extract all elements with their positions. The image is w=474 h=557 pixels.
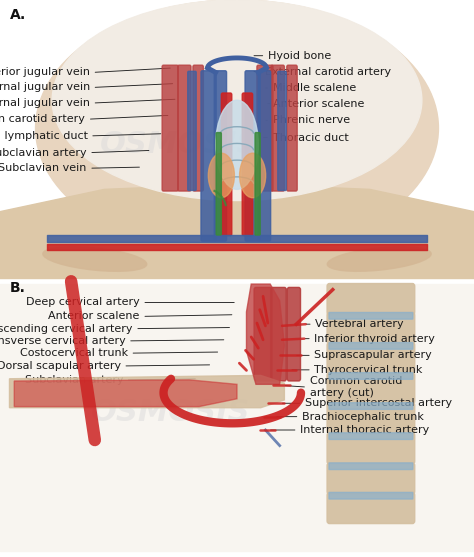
FancyBboxPatch shape bbox=[327, 463, 415, 494]
Ellipse shape bbox=[52, 0, 422, 201]
FancyBboxPatch shape bbox=[327, 492, 415, 524]
FancyBboxPatch shape bbox=[278, 71, 286, 190]
FancyBboxPatch shape bbox=[178, 65, 191, 191]
Text: Subclavian vein: Subclavian vein bbox=[0, 163, 87, 173]
Ellipse shape bbox=[327, 247, 431, 271]
Text: Inferior thyroid artery: Inferior thyroid artery bbox=[314, 334, 435, 344]
FancyBboxPatch shape bbox=[327, 312, 415, 344]
Text: Subclavian artery: Subclavian artery bbox=[0, 148, 87, 158]
FancyBboxPatch shape bbox=[255, 133, 260, 235]
FancyBboxPatch shape bbox=[327, 403, 415, 434]
FancyBboxPatch shape bbox=[327, 433, 415, 464]
Text: Anterior scalene: Anterior scalene bbox=[48, 311, 140, 321]
Text: Dorsal scapular artery: Dorsal scapular artery bbox=[0, 361, 121, 371]
FancyBboxPatch shape bbox=[329, 312, 413, 319]
FancyBboxPatch shape bbox=[327, 343, 415, 374]
Text: Brachiocephalic trunk: Brachiocephalic trunk bbox=[302, 412, 424, 422]
Text: Thyrocervical trunk: Thyrocervical trunk bbox=[314, 365, 423, 375]
FancyBboxPatch shape bbox=[242, 93, 253, 236]
FancyBboxPatch shape bbox=[188, 71, 196, 190]
FancyBboxPatch shape bbox=[254, 287, 272, 381]
FancyBboxPatch shape bbox=[258, 71, 271, 241]
FancyBboxPatch shape bbox=[245, 71, 260, 241]
Text: Subclavian artery: Subclavian artery bbox=[25, 375, 123, 385]
Text: Hyoid bone: Hyoid bone bbox=[268, 51, 331, 61]
FancyBboxPatch shape bbox=[329, 492, 413, 499]
Ellipse shape bbox=[216, 100, 258, 189]
Polygon shape bbox=[0, 184, 474, 278]
Text: Thoracic duct: Thoracic duct bbox=[273, 133, 348, 143]
FancyBboxPatch shape bbox=[287, 287, 301, 381]
Text: R. lymphatic duct: R. lymphatic duct bbox=[0, 131, 88, 141]
Text: OSMOSIS: OSMOSIS bbox=[91, 398, 250, 427]
Text: Vertebral artery: Vertebral artery bbox=[315, 319, 404, 329]
FancyBboxPatch shape bbox=[257, 65, 273, 191]
FancyBboxPatch shape bbox=[193, 65, 203, 191]
Ellipse shape bbox=[240, 153, 265, 198]
FancyBboxPatch shape bbox=[271, 287, 286, 381]
Text: Ascending cervical artery: Ascending cervical artery bbox=[0, 324, 133, 334]
Text: External jugular vein: External jugular vein bbox=[0, 82, 90, 92]
FancyBboxPatch shape bbox=[162, 65, 178, 191]
FancyBboxPatch shape bbox=[271, 65, 284, 191]
Text: Internal jugular vein: Internal jugular vein bbox=[0, 98, 90, 108]
Text: Common carotid artery: Common carotid artery bbox=[0, 114, 85, 124]
FancyBboxPatch shape bbox=[0, 284, 474, 551]
FancyBboxPatch shape bbox=[221, 93, 232, 236]
FancyBboxPatch shape bbox=[327, 373, 415, 404]
FancyBboxPatch shape bbox=[329, 403, 413, 409]
FancyBboxPatch shape bbox=[327, 284, 415, 315]
Text: B.: B. bbox=[9, 281, 25, 295]
Text: Suprascapular artery: Suprascapular artery bbox=[314, 350, 432, 360]
Text: Costocervical trunk: Costocervical trunk bbox=[20, 348, 128, 358]
Text: Anterior scalene: Anterior scalene bbox=[273, 99, 364, 109]
Text: Middle scalene: Middle scalene bbox=[273, 83, 356, 93]
Ellipse shape bbox=[36, 0, 438, 256]
FancyBboxPatch shape bbox=[287, 65, 297, 191]
FancyBboxPatch shape bbox=[214, 71, 227, 241]
Text: Transverse cervical artery: Transverse cervical artery bbox=[0, 336, 126, 346]
FancyBboxPatch shape bbox=[329, 373, 413, 379]
Text: External carotid artery: External carotid artery bbox=[265, 67, 392, 77]
FancyBboxPatch shape bbox=[329, 463, 413, 470]
Ellipse shape bbox=[43, 247, 147, 271]
FancyBboxPatch shape bbox=[216, 133, 221, 235]
Text: A.: A. bbox=[9, 8, 26, 22]
Ellipse shape bbox=[209, 153, 234, 198]
Text: Deep cervical artery: Deep cervical artery bbox=[26, 297, 140, 307]
Polygon shape bbox=[14, 380, 237, 407]
Text: Phrenic nerve: Phrenic nerve bbox=[273, 115, 350, 125]
Text: Common carotid
artery (cut): Common carotid artery (cut) bbox=[310, 377, 402, 398]
Text: Superior intercostal artery: Superior intercostal artery bbox=[305, 398, 452, 408]
FancyBboxPatch shape bbox=[201, 71, 216, 241]
Polygon shape bbox=[246, 284, 284, 384]
FancyBboxPatch shape bbox=[329, 433, 413, 439]
Text: Internal thoracic artery: Internal thoracic artery bbox=[300, 425, 429, 435]
Text: Anterior jugular vein: Anterior jugular vein bbox=[0, 67, 90, 77]
Polygon shape bbox=[9, 375, 284, 408]
FancyBboxPatch shape bbox=[329, 343, 413, 349]
Text: OSMOSIS: OSMOSIS bbox=[100, 130, 260, 159]
